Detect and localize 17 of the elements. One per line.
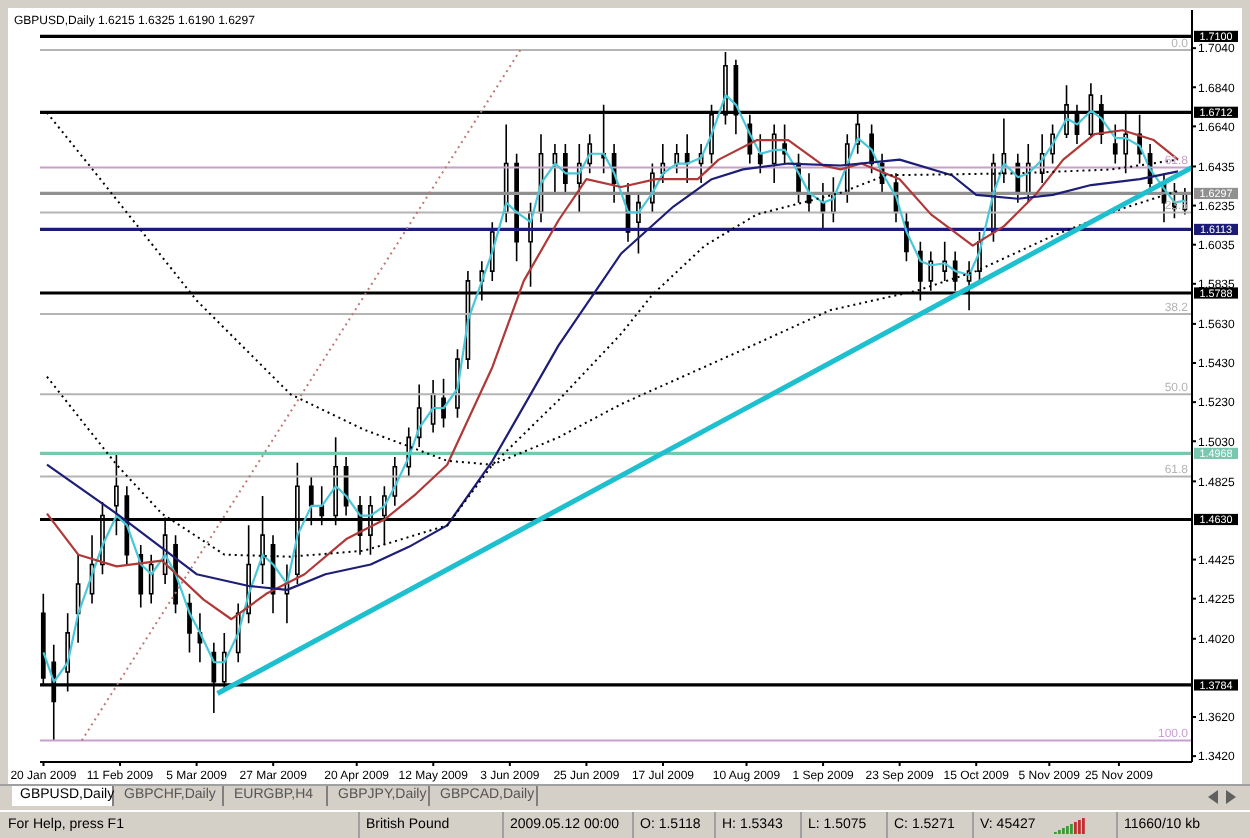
candlestick — [441, 377, 446, 429]
candlestick — [1112, 123, 1118, 165]
candlestick — [684, 133, 690, 184]
candlestick — [148, 553, 154, 605]
candlestick — [514, 152, 519, 263]
candlestick — [757, 133, 763, 175]
candlestick — [771, 123, 777, 184]
candlestick — [75, 553, 81, 644]
candlestick — [430, 379, 436, 434]
candlestick — [197, 612, 203, 664]
candlestick — [820, 182, 826, 231]
candlestick — [636, 192, 641, 255]
candlestick — [284, 563, 290, 624]
candlestick — [806, 172, 812, 214]
candlestick — [552, 143, 558, 194]
candlestick — [674, 143, 680, 175]
line-series — [42, 93, 1187, 683]
